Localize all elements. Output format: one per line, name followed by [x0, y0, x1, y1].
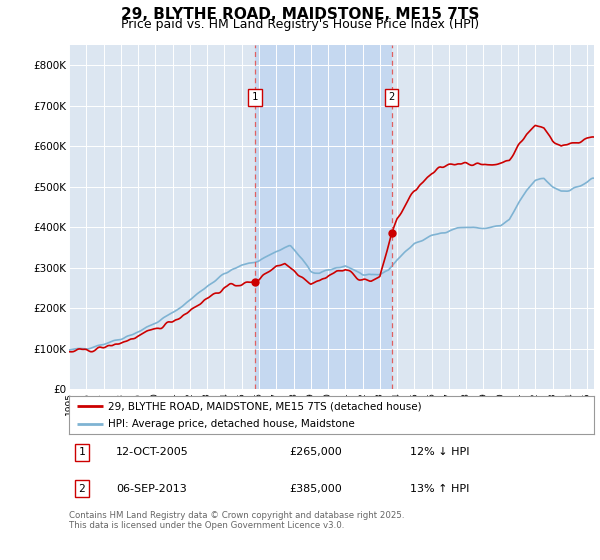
Text: HPI: Average price, detached house, Maidstone: HPI: Average price, detached house, Maid… — [109, 419, 355, 429]
Text: 06-SEP-2013: 06-SEP-2013 — [116, 484, 187, 493]
Text: Price paid vs. HM Land Registry's House Price Index (HPI): Price paid vs. HM Land Registry's House … — [121, 18, 479, 31]
Text: 29, BLYTHE ROAD, MAIDSTONE, ME15 7TS (detached house): 29, BLYTHE ROAD, MAIDSTONE, ME15 7TS (de… — [109, 401, 422, 411]
Text: 29, BLYTHE ROAD, MAIDSTONE, ME15 7TS: 29, BLYTHE ROAD, MAIDSTONE, ME15 7TS — [121, 7, 479, 22]
Text: £385,000: £385,000 — [290, 484, 342, 493]
Text: 13% ↑ HPI: 13% ↑ HPI — [410, 484, 470, 493]
Bar — [255, 45, 392, 389]
Text: Contains HM Land Registry data © Crown copyright and database right 2025.
This d: Contains HM Land Registry data © Crown c… — [69, 511, 404, 530]
Text: 1: 1 — [79, 447, 85, 457]
Text: 12-OCT-2005: 12-OCT-2005 — [116, 447, 189, 457]
Text: 2: 2 — [388, 92, 395, 102]
Text: 12% ↓ HPI: 12% ↓ HPI — [410, 447, 470, 457]
Text: 1: 1 — [252, 92, 258, 102]
Text: 2: 2 — [79, 484, 85, 493]
Text: £265,000: £265,000 — [290, 447, 342, 457]
